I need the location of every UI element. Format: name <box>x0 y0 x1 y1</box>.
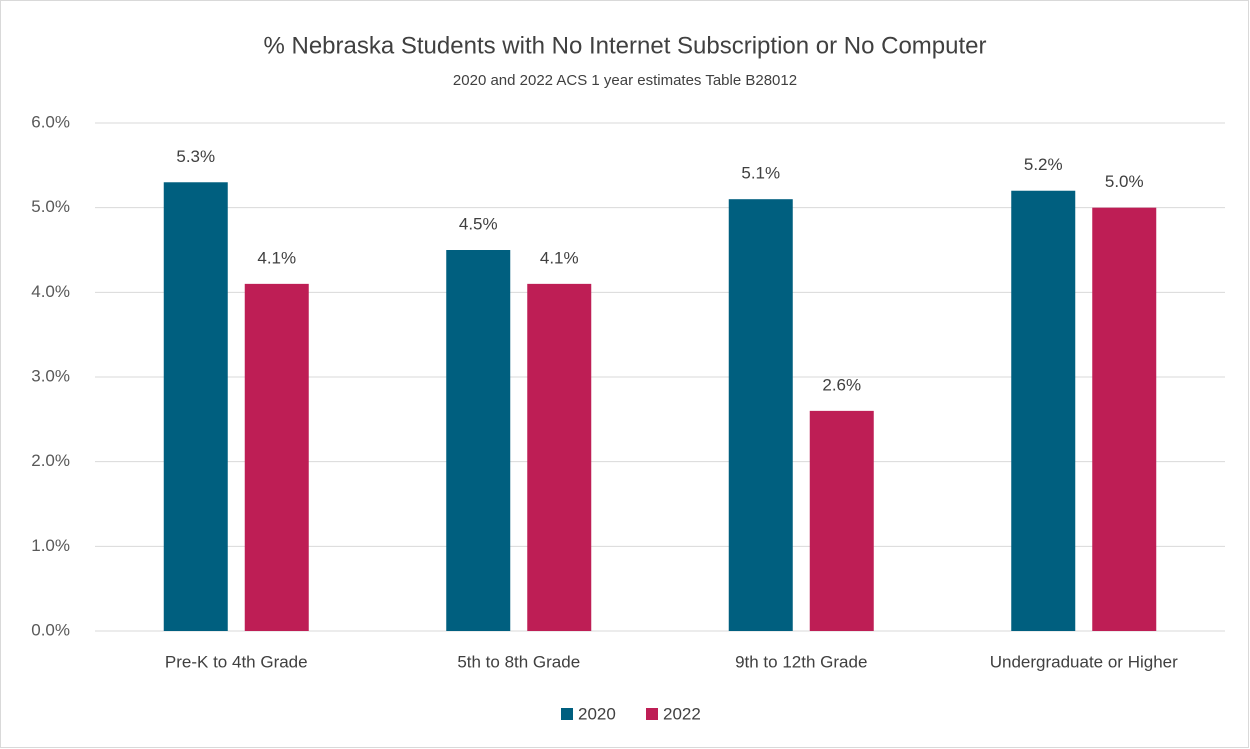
bar <box>244 283 309 631</box>
bar <box>163 182 228 631</box>
y-tick-label: 3.0% <box>31 366 70 385</box>
value-label: 4.1% <box>257 248 296 267</box>
bar <box>1011 190 1076 631</box>
y-tick-label: 4.0% <box>31 282 70 301</box>
value-label: 4.5% <box>459 214 498 233</box>
value-label: 5.3% <box>176 147 215 166</box>
y-tick-label: 5.0% <box>31 197 70 216</box>
x-tick-label: 9th to 12th Grade <box>735 652 867 671</box>
chart-title: % Nebraska Students with No Internet Sub… <box>263 32 986 59</box>
y-tick-label: 0.0% <box>31 620 70 639</box>
legend-swatch <box>561 708 573 720</box>
value-label: 2.6% <box>822 375 861 394</box>
bar <box>527 283 592 631</box>
bar <box>446 250 511 631</box>
x-tick-label: Pre-K to 4th Grade <box>165 652 308 671</box>
y-tick-label: 1.0% <box>31 536 70 555</box>
bar <box>1092 207 1157 631</box>
y-tick-label: 6.0% <box>31 112 70 131</box>
x-tick-label: 5th to 8th Grade <box>457 652 580 671</box>
legend-label: 2022 <box>663 704 701 723</box>
value-label: 5.1% <box>741 164 780 183</box>
value-label: 4.1% <box>540 248 579 267</box>
value-label: 5.2% <box>1024 155 1063 174</box>
chart-subtitle: 2020 and 2022 ACS 1 year estimates Table… <box>453 72 797 89</box>
value-label: 5.0% <box>1105 172 1144 191</box>
legend-label: 2020 <box>578 704 616 723</box>
bar <box>728 199 793 631</box>
bar <box>809 410 874 631</box>
legend-swatch <box>646 708 658 720</box>
x-tick-label: Undergraduate or Higher <box>990 652 1178 671</box>
y-tick-label: 2.0% <box>31 451 70 470</box>
